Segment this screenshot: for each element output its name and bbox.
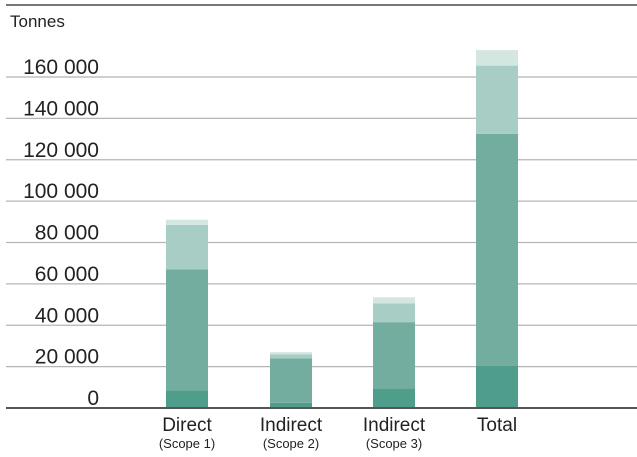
y-tick-label: 160 000 xyxy=(23,56,99,79)
x-category-label: Total xyxy=(477,415,517,436)
y-axis-tick-labels: 0 20 000 40 000 60 000 80 000 100 000 120 000 1… xyxy=(23,56,99,410)
bar-segment xyxy=(166,269,208,391)
y-tick-label: 60 000 xyxy=(35,263,99,286)
y-tick-label: 40 000 xyxy=(35,304,99,327)
x-category-sublabel: (Scope 1) xyxy=(159,436,215,451)
bar-segment xyxy=(373,322,415,389)
bar-segment xyxy=(476,365,518,408)
bar-segment xyxy=(476,65,518,134)
bar-segment xyxy=(166,224,208,270)
bar-segment xyxy=(373,388,415,408)
bar-segment xyxy=(166,219,208,225)
bar-segment xyxy=(270,354,312,359)
y-tick-label: 80 000 xyxy=(35,222,99,245)
bar-segment xyxy=(476,133,518,366)
bars xyxy=(166,50,518,408)
bar-segment xyxy=(476,50,518,66)
x-axis-category-labels: Direct(Scope 1)Indirect(Scope 2)Indirect… xyxy=(159,415,517,451)
x-category-sublabel: (Scope 3) xyxy=(366,436,422,451)
x-category-label: Indirect xyxy=(260,415,323,436)
y-tick-label: 120 000 xyxy=(23,139,99,162)
y-tick-label: 140 000 xyxy=(23,97,99,120)
bar-segment xyxy=(270,358,312,403)
y-tick-label: 0 xyxy=(87,387,99,410)
x-category-label: Direct xyxy=(162,415,212,436)
bar-segment xyxy=(270,352,312,355)
x-category-sublabel: (Scope 2) xyxy=(263,436,319,451)
bar-segment xyxy=(166,390,208,408)
y-tick-label: 100 000 xyxy=(23,180,99,203)
bar-segment xyxy=(373,303,415,323)
y-tick-label: 20 000 xyxy=(35,346,99,369)
bar-segment xyxy=(373,297,415,304)
unit-label: Tonnes xyxy=(10,12,65,31)
x-category-label: Indirect xyxy=(363,415,426,436)
gridlines xyxy=(6,76,637,368)
bar-segment xyxy=(270,402,312,408)
